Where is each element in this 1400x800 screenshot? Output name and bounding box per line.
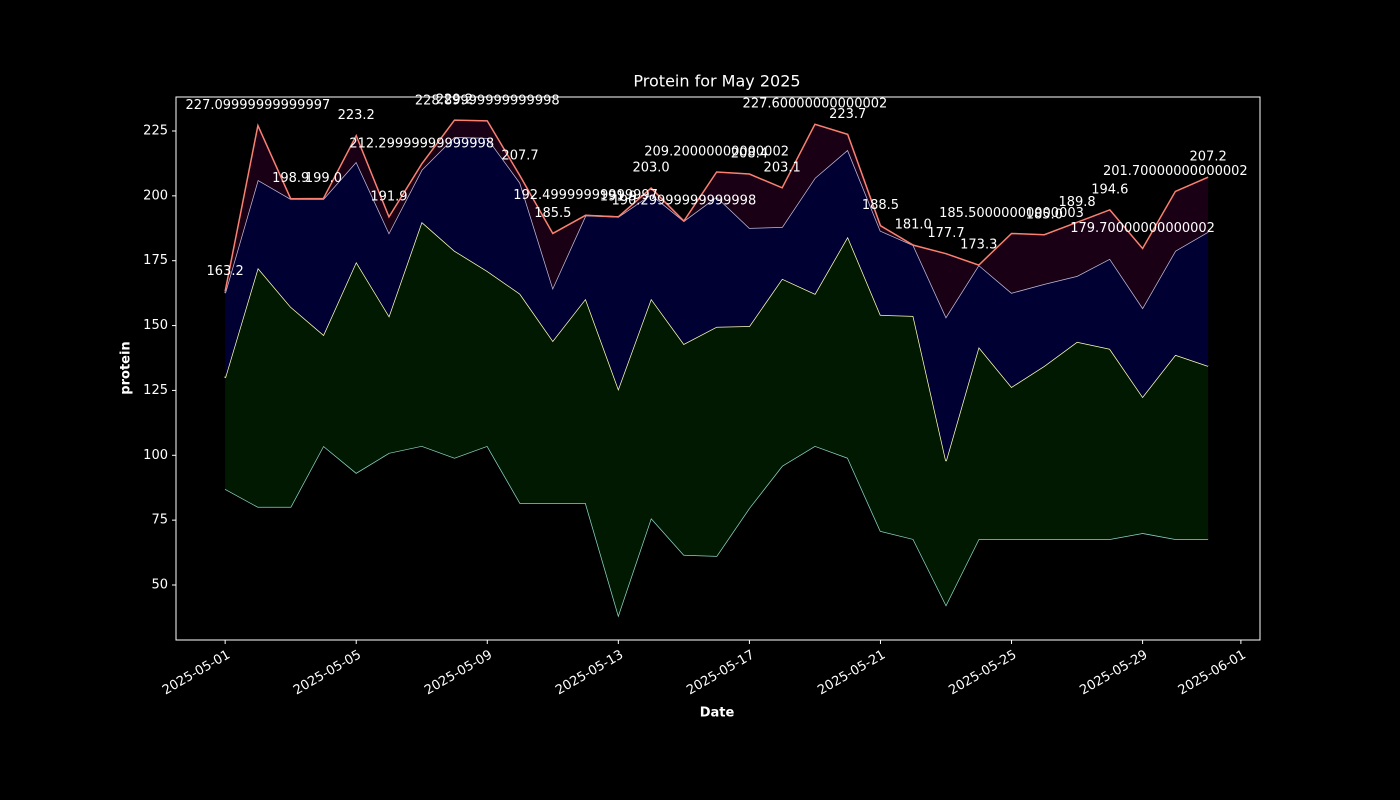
data-label: 192.49999999999997: [513, 188, 658, 203]
chart-title: Protein for May 2025: [633, 72, 800, 91]
x-tick-label: 2025-05-17: [684, 648, 757, 699]
x-tick-label: 2025-05-05: [291, 648, 364, 699]
data-label: 199.0: [305, 171, 342, 186]
data-label: 227.60000000000002: [743, 97, 888, 112]
data-label: 191.9: [600, 189, 637, 204]
y-tick-label: 100: [143, 448, 168, 463]
data-label: 163.2: [207, 264, 244, 279]
data-label: 191.9: [370, 189, 407, 204]
data-label: 207.2: [1190, 150, 1227, 165]
y-tick-label: 125: [143, 383, 168, 398]
data-label: 207.7: [501, 148, 538, 163]
x-axis-label: Date: [700, 706, 735, 721]
data-label: 185.0: [1026, 207, 1063, 222]
x-tick-label: 2025-05-09: [422, 648, 495, 699]
data-label: 185.50000000000003: [939, 206, 1084, 221]
area: [225, 120, 1209, 318]
area: [225, 445, 1209, 640]
data-label: 203.0: [632, 161, 669, 176]
data-label: 190.29999999999998: [611, 194, 756, 209]
y-tick-label: 200: [143, 188, 168, 203]
data-label: 208.4: [731, 147, 768, 162]
data-label: 203.1: [764, 160, 801, 175]
data-label: 181.0: [895, 218, 932, 233]
x-tick-label: 2025-06-01: [1176, 648, 1249, 699]
data-label: 179.70000000000002: [1070, 221, 1215, 236]
data-label: 227.09999999999997: [186, 98, 331, 113]
x-tick-label: 2025-05-01: [160, 648, 233, 699]
data-label: 212.29999999999998: [349, 136, 494, 151]
area: [225, 136, 1209, 461]
x-tick-label: 2025-05-21: [815, 648, 888, 699]
x-tick-label: 2025-05-29: [1077, 648, 1150, 699]
data-label: 188.5: [862, 198, 899, 213]
y-tick-label: 75: [151, 513, 168, 528]
y-tick-label: 150: [143, 318, 168, 333]
data-label: 201.70000000000002: [1103, 164, 1248, 179]
data-label: 185.5: [534, 206, 571, 221]
data-label: 173.3: [960, 238, 997, 253]
line: [224, 119, 1209, 292]
y-tick-label: 50: [151, 577, 168, 592]
data-label: 229.2: [436, 93, 473, 108]
area: [225, 222, 1209, 616]
x-tick-label: 2025-05-25: [946, 648, 1019, 699]
data-label: 194.6: [1091, 182, 1128, 197]
data-label: 209.20000000000002: [644, 144, 789, 159]
data-label: 223.2: [338, 108, 375, 123]
data-label: 189.8: [1058, 195, 1095, 210]
y-tick-label: 175: [143, 253, 168, 268]
data-label: 223.7: [829, 107, 866, 122]
data-label: 177.7: [927, 226, 964, 241]
y-axis-label: protein: [119, 341, 134, 394]
data-label: 228.89999999999998: [415, 93, 560, 108]
x-tick-label: 2025-05-13: [553, 648, 626, 699]
data-label: 198.9: [272, 171, 309, 186]
y-tick-label: 225: [143, 123, 168, 138]
plot-frame: [175, 96, 1261, 641]
